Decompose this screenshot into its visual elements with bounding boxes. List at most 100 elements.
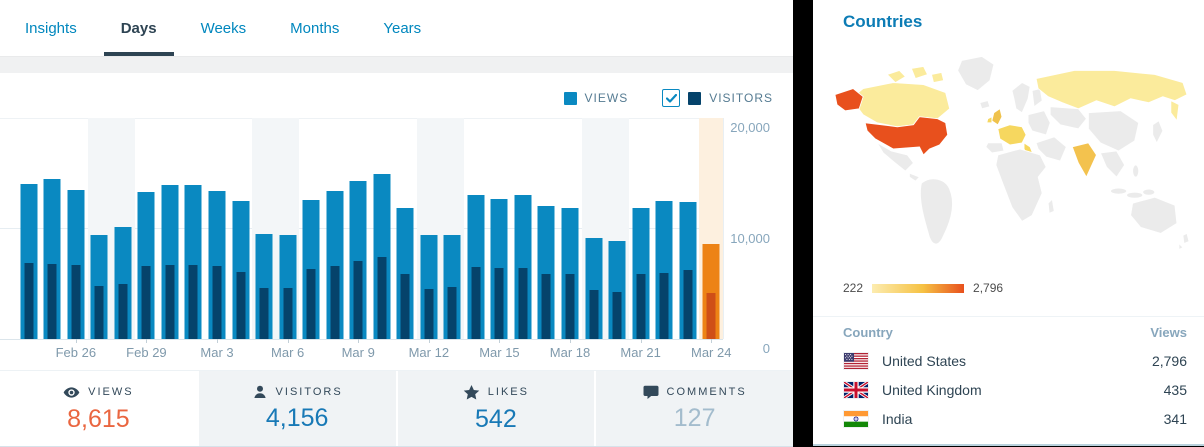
chart-day-column[interactable] xyxy=(676,118,700,339)
visitors-bar[interactable] xyxy=(424,289,434,339)
visitors-bar[interactable] xyxy=(306,269,316,339)
map-madagascar[interactable] xyxy=(1047,198,1055,214)
visitors-bar[interactable] xyxy=(589,290,599,339)
chart-day-column[interactable] xyxy=(511,118,535,339)
visitors-bar[interactable] xyxy=(47,264,57,339)
chart-day-column[interactable] xyxy=(464,118,488,339)
chart-day-column[interactable] xyxy=(135,118,159,339)
visitors-bar[interactable] xyxy=(94,286,104,339)
map-eastern-europe[interactable] xyxy=(1027,110,1051,136)
visitors-bar[interactable] xyxy=(400,274,410,339)
visitors-checkbox[interactable] xyxy=(662,89,681,107)
chart-day-column[interactable] xyxy=(346,118,370,339)
map-finland[interactable] xyxy=(1031,88,1043,108)
map-india[interactable] xyxy=(1071,142,1097,178)
visitors-bar[interactable] xyxy=(330,266,340,339)
chart-day-column[interactable] xyxy=(158,118,182,339)
stat-tile-views[interactable]: VIEWS 8,615 xyxy=(0,371,197,446)
chart-day-column[interactable] xyxy=(394,118,418,339)
chart-day-column[interactable] xyxy=(275,118,300,339)
chart-day-column[interactable] xyxy=(699,118,723,339)
visitors-bar[interactable] xyxy=(212,266,222,339)
chart-day-column[interactable] xyxy=(229,118,253,339)
map-scandinavia[interactable] xyxy=(1011,82,1031,114)
chart-day-column[interactable] xyxy=(182,118,206,339)
map-russia[interactable] xyxy=(1035,70,1188,110)
map-australia[interactable] xyxy=(1130,196,1178,234)
chart-day-column[interactable] xyxy=(629,118,653,339)
visitors-bar[interactable] xyxy=(141,266,151,339)
visitors-bar[interactable] xyxy=(377,257,387,339)
chart-day-column[interactable] xyxy=(41,118,65,339)
map-greenland[interactable] xyxy=(957,55,995,92)
stat-tile-visitors[interactable]: VISITORS 4,156 xyxy=(198,371,396,446)
chart-day-column[interactable] xyxy=(17,118,41,339)
tab-insights[interactable]: Insights xyxy=(25,19,77,37)
map-indonesia-2[interactable] xyxy=(1126,191,1144,199)
visitors-bar[interactable] xyxy=(659,273,669,339)
map-indonesia-3[interactable] xyxy=(1142,188,1156,196)
visitors-bar[interactable] xyxy=(118,284,128,339)
chart-day-column[interactable] xyxy=(440,118,465,339)
chart-day-column[interactable] xyxy=(488,118,512,339)
chart-day-column[interactable] xyxy=(87,118,112,339)
chart-day-column[interactable] xyxy=(205,118,229,339)
visitors-bar[interactable] xyxy=(471,267,481,339)
map-kamchatka[interactable] xyxy=(1170,100,1180,122)
visitors-bar[interactable] xyxy=(24,263,34,339)
visitors-bar[interactable] xyxy=(494,268,504,339)
map-united-kingdom[interactable] xyxy=(991,108,1003,126)
map-southeast-asia[interactable] xyxy=(1099,150,1126,178)
map-canada-islands[interactable] xyxy=(886,66,945,84)
chart-day-column[interactable] xyxy=(64,118,88,339)
map-ireland[interactable] xyxy=(986,116,993,124)
map-central-america[interactable] xyxy=(909,172,921,182)
chart-day-column[interactable] xyxy=(417,118,441,339)
visitors-bar[interactable] xyxy=(541,274,551,339)
visitors-bar[interactable] xyxy=(612,292,622,339)
map-indonesia-1[interactable] xyxy=(1110,187,1128,195)
chart-day-column[interactable] xyxy=(581,118,606,339)
tab-days[interactable]: Days xyxy=(103,0,174,56)
map-united-states[interactable] xyxy=(864,116,949,156)
map-western-europe[interactable] xyxy=(997,124,1027,146)
visitors-bar[interactable] xyxy=(236,272,246,339)
visitors-bar[interactable] xyxy=(259,288,269,339)
chart-day-column[interactable] xyxy=(652,118,676,339)
visitors-bar[interactable] xyxy=(283,288,293,339)
visitors-bar[interactable] xyxy=(447,287,457,339)
visitors-bar[interactable] xyxy=(188,265,198,339)
chart-day-column[interactable] xyxy=(111,118,135,339)
chart-day-column[interactable] xyxy=(535,118,559,339)
map-middle-east[interactable] xyxy=(1035,136,1067,162)
map-japan[interactable] xyxy=(1152,120,1164,144)
visitors-bar[interactable] xyxy=(71,265,81,339)
map-alaska[interactable] xyxy=(834,88,864,112)
visitors-bar[interactable] xyxy=(565,274,575,339)
visitors-bar[interactable] xyxy=(636,274,646,339)
map-south-america[interactable] xyxy=(920,178,953,245)
map-iberia[interactable] xyxy=(985,142,1005,154)
stat-tile-comments[interactable]: COMMENTS 127 xyxy=(596,371,793,446)
map-china[interactable] xyxy=(1088,110,1140,152)
map-iceland[interactable] xyxy=(979,100,991,110)
chart-day-column[interactable] xyxy=(252,118,276,339)
map-africa[interactable] xyxy=(995,148,1047,222)
tab-weeks[interactable]: Weeks xyxy=(200,19,247,37)
chart-day-column[interactable] xyxy=(605,118,629,339)
chart-day-column[interactable] xyxy=(370,118,394,339)
visitors-bar[interactable] xyxy=(165,265,175,339)
tab-years[interactable]: Years xyxy=(383,19,422,37)
visitors-bar[interactable] xyxy=(518,268,528,339)
map-philippines[interactable] xyxy=(1132,164,1140,178)
map-central-asia[interactable] xyxy=(1049,106,1087,130)
visitors-bar[interactable] xyxy=(706,293,716,339)
chart-day-column[interactable] xyxy=(299,118,323,339)
chart-day-column[interactable] xyxy=(323,118,347,339)
map-mexico[interactable] xyxy=(876,141,914,172)
chart-day-column[interactable] xyxy=(558,118,582,339)
visitors-bar[interactable] xyxy=(353,261,363,339)
tab-months[interactable]: Months xyxy=(290,19,340,37)
visitors-bar[interactable] xyxy=(683,270,693,339)
map-new-zealand[interactable] xyxy=(1178,232,1190,251)
